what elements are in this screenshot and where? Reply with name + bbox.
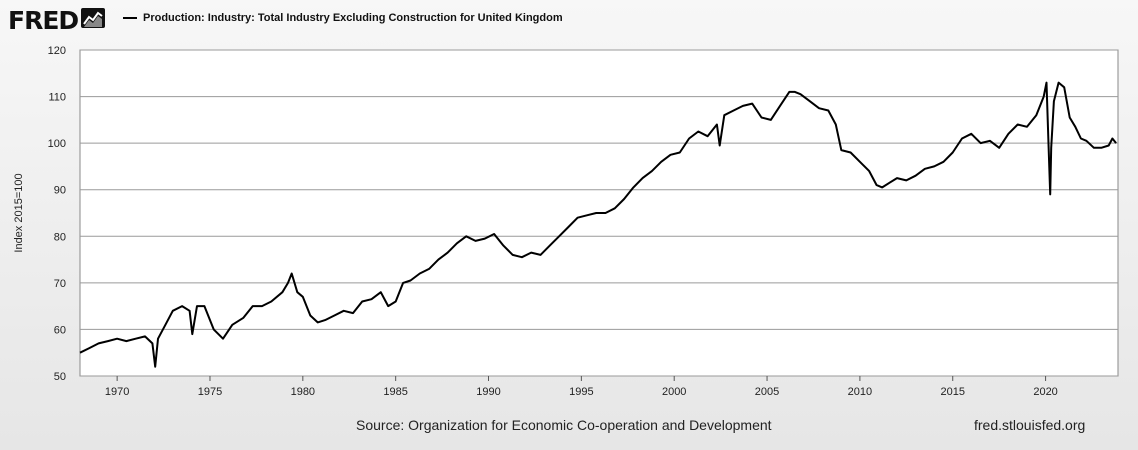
source-note: Source: Organization for Economic Co-ope…	[356, 417, 772, 433]
x-tick-label: 2020	[1033, 386, 1057, 398]
fred-wordmark: FRED	[8, 6, 79, 35]
y-tick-label: 60	[54, 324, 66, 336]
y-tick-label: 90	[54, 185, 66, 197]
x-tick-label: 1995	[569, 386, 593, 398]
x-tick-label: 1975	[198, 386, 222, 398]
chart-legend: Production: Industry: Total Industry Exc…	[123, 12, 563, 24]
x-tick-label: 2010	[848, 386, 872, 398]
x-tick-label: 1970	[105, 386, 129, 398]
y-tick-label: 70	[54, 278, 66, 290]
series-line	[79, 81, 1117, 368]
x-tick-label: 1980	[291, 386, 315, 398]
x-tick-label: 2005	[755, 386, 779, 398]
y-axis-label: Index 2015=100	[13, 173, 25, 252]
fred-url-link[interactable]: fred.stlouisfed.org	[974, 417, 1086, 433]
y-tick-label: 110	[48, 92, 66, 104]
y-tick-label: 120	[48, 45, 66, 57]
y-tick-label: 80	[54, 231, 66, 243]
x-tick-label: 2015	[940, 386, 964, 398]
legend-swatch	[123, 17, 137, 19]
x-tick-label: 1985	[383, 386, 407, 398]
x-tick-label: 2000	[662, 386, 686, 398]
fred-brand[interactable]: FRED	[8, 6, 106, 35]
fred-chart-logo-icon	[81, 8, 106, 33]
y-tick-label: 100	[48, 138, 66, 150]
y-tick-label: 50	[54, 371, 66, 383]
legend-series-label: Production: Industry: Total Industry Exc…	[143, 12, 563, 24]
x-tick-label: 1990	[476, 386, 500, 398]
